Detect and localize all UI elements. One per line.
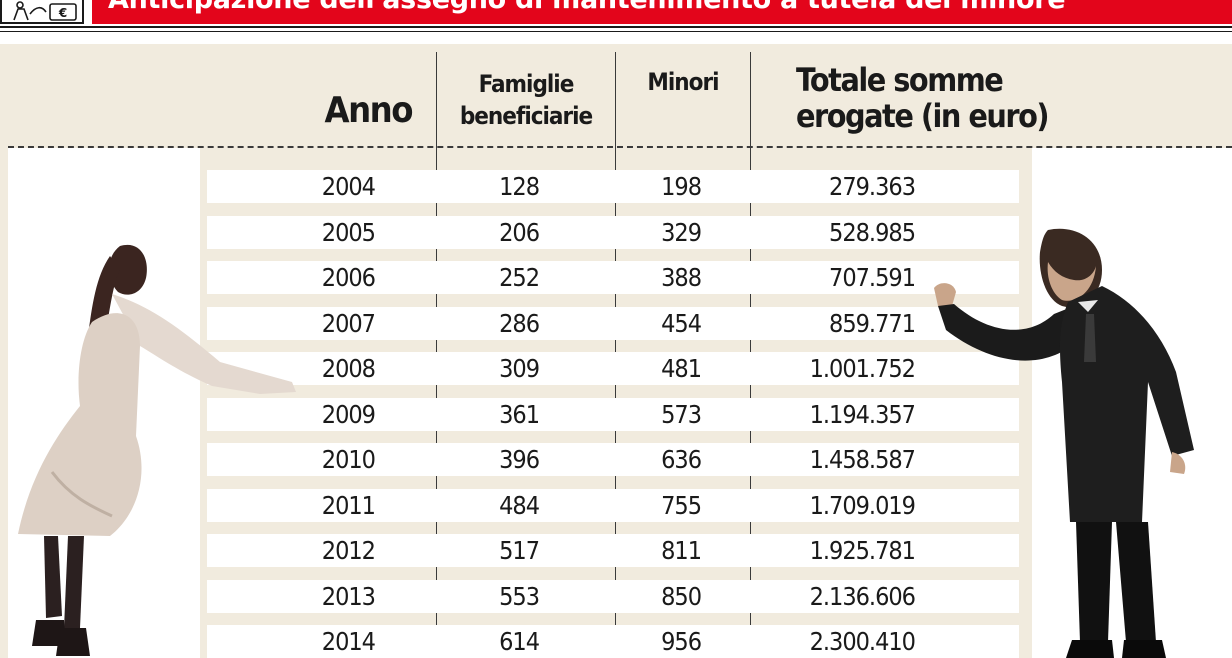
cell-famiglie: 553 (499, 581, 540, 611)
cell-anno: 2008 (321, 354, 376, 383)
cell-anno: 2010 (321, 445, 376, 474)
header-totale-line2: erogate (in euro) (796, 97, 1050, 135)
header-totale-line1: Totale somme (796, 61, 1004, 99)
cell-famiglie: 206 (499, 217, 540, 247)
header-divider (8, 146, 1232, 148)
cell-totale: 707.591 (829, 263, 916, 292)
table-row: 2009 361 573 1.194.357 (207, 397, 1019, 431)
cell-totale: 1.458.587 (809, 445, 916, 474)
title-banner: € Anticipazione dell'assegno di mantenim… (0, 0, 1232, 26)
header-totale: Totale somme erogate (in euro) (796, 62, 1096, 134)
cell-totale: 528.985 (829, 217, 916, 247)
cell-minori: 388 (661, 263, 702, 292)
cell-famiglie: 361 (499, 399, 540, 429)
cell-anno: 2011 (321, 490, 376, 520)
woman-figure-icon (18, 244, 296, 656)
table-row: 2013 553 850 2.136.606 (207, 579, 1019, 613)
cell-minori: 573 (661, 399, 702, 429)
cell-totale: 1.001.752 (809, 354, 916, 383)
page-title: Anticipazione dell'assegno di mantenimen… (108, 0, 1066, 15)
cell-minori: 481 (661, 354, 702, 383)
cell-famiglie: 517 (499, 536, 540, 565)
cell-minori: 198 (661, 172, 702, 201)
cell-famiglie: 614 (499, 627, 540, 656)
cell-minori: 329 (661, 217, 702, 247)
table-row: 2006 252 388 707.591 (207, 261, 1019, 294)
cell-anno: 2006 (321, 263, 376, 292)
table-panel: Anno Famiglie beneficiarie Minori Totale… (0, 44, 1232, 658)
cell-famiglie: 252 (499, 263, 540, 292)
table-header: Anno Famiglie beneficiarie Minori Totale… (0, 44, 1232, 146)
cell-famiglie: 128 (499, 172, 540, 201)
cell-anno: 2007 (321, 308, 376, 338)
cell-minori: 956 (661, 627, 702, 656)
cell-anno: 2013 (321, 581, 376, 611)
header-famiglie: Famiglie beneficiarie (437, 68, 615, 132)
table-row: 2010 396 636 1.458.587 (207, 443, 1019, 476)
cell-totale: 279.363 (829, 172, 916, 201)
cell-famiglie: 396 (499, 445, 540, 474)
svg-text:€: € (58, 6, 67, 20)
cell-anno: 2009 (321, 399, 376, 429)
cell-totale: 1.925.781 (809, 536, 916, 565)
cell-totale: 859.771 (829, 308, 916, 338)
top-rule-thin (0, 31, 1232, 32)
family-money-icon: € (0, 0, 84, 24)
title-bar: Anticipazione dell'assegno di mantenimen… (92, 0, 1232, 24)
cell-totale: 2.136.606 (809, 581, 916, 611)
man-figure-icon (934, 228, 1194, 658)
cell-minori: 850 (661, 581, 702, 611)
cell-anno: 2005 (321, 217, 376, 247)
cell-totale: 1.194.357 (809, 399, 916, 429)
cell-anno: 2012 (321, 536, 376, 565)
table-row: 2004 128 198 279.363 (207, 170, 1019, 203)
family-money-icon-graphic: € (13, 1, 77, 21)
table-row: 2005 206 329 528.985 (207, 215, 1019, 249)
cell-minori: 454 (661, 308, 702, 338)
cell-anno: 2014 (321, 627, 376, 656)
cell-anno: 2004 (321, 172, 376, 201)
top-rule (0, 26, 1232, 28)
table-row: 2007 286 454 859.771 (207, 306, 1019, 340)
table-row: 2011 484 755 1.709.019 (207, 488, 1019, 522)
cell-totale: 1.709.019 (809, 490, 916, 520)
table-row: 2008 309 481 1.001.752 (207, 352, 1019, 385)
cell-totale: 2.300.410 (809, 627, 916, 656)
cell-famiglie: 286 (499, 308, 540, 338)
header-famiglie-line2: beneficiarie (459, 102, 593, 130)
cell-minori: 811 (661, 536, 702, 565)
cell-famiglie: 309 (499, 354, 540, 383)
table-row: 2014 614 956 2.300.410 (207, 625, 1019, 658)
header-famiglie-line1: Famiglie (478, 70, 575, 98)
cell-famiglie: 484 (499, 490, 540, 520)
cell-minori: 755 (661, 490, 702, 520)
cell-minori: 636 (661, 445, 702, 474)
header-minori: Minori (647, 68, 719, 96)
table-row: 2012 517 811 1.925.781 (207, 534, 1019, 567)
header-anno: Anno (324, 90, 414, 131)
